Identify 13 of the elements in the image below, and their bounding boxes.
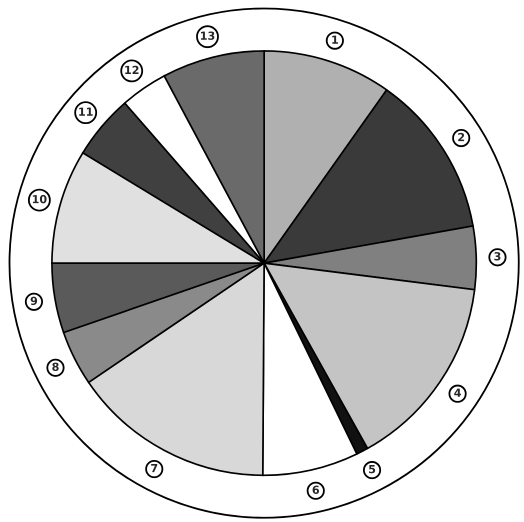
slice-label: 7 bbox=[151, 464, 158, 472]
slice-label: 11 bbox=[79, 108, 93, 116]
slice-label: 8 bbox=[52, 362, 59, 372]
slice-label: 3 bbox=[494, 252, 500, 260]
slice-label: 12 bbox=[125, 66, 138, 74]
slice-label: 2 bbox=[458, 132, 464, 142]
slice-label: 6 bbox=[312, 486, 320, 494]
slice-label: 4 bbox=[454, 388, 461, 397]
slice-label: 1 bbox=[332, 36, 338, 44]
slice-label: 9 bbox=[30, 296, 38, 306]
slice-label: 13 bbox=[201, 32, 214, 40]
slice-label: 5 bbox=[369, 465, 376, 474]
slice-label: 10 bbox=[32, 194, 47, 204]
